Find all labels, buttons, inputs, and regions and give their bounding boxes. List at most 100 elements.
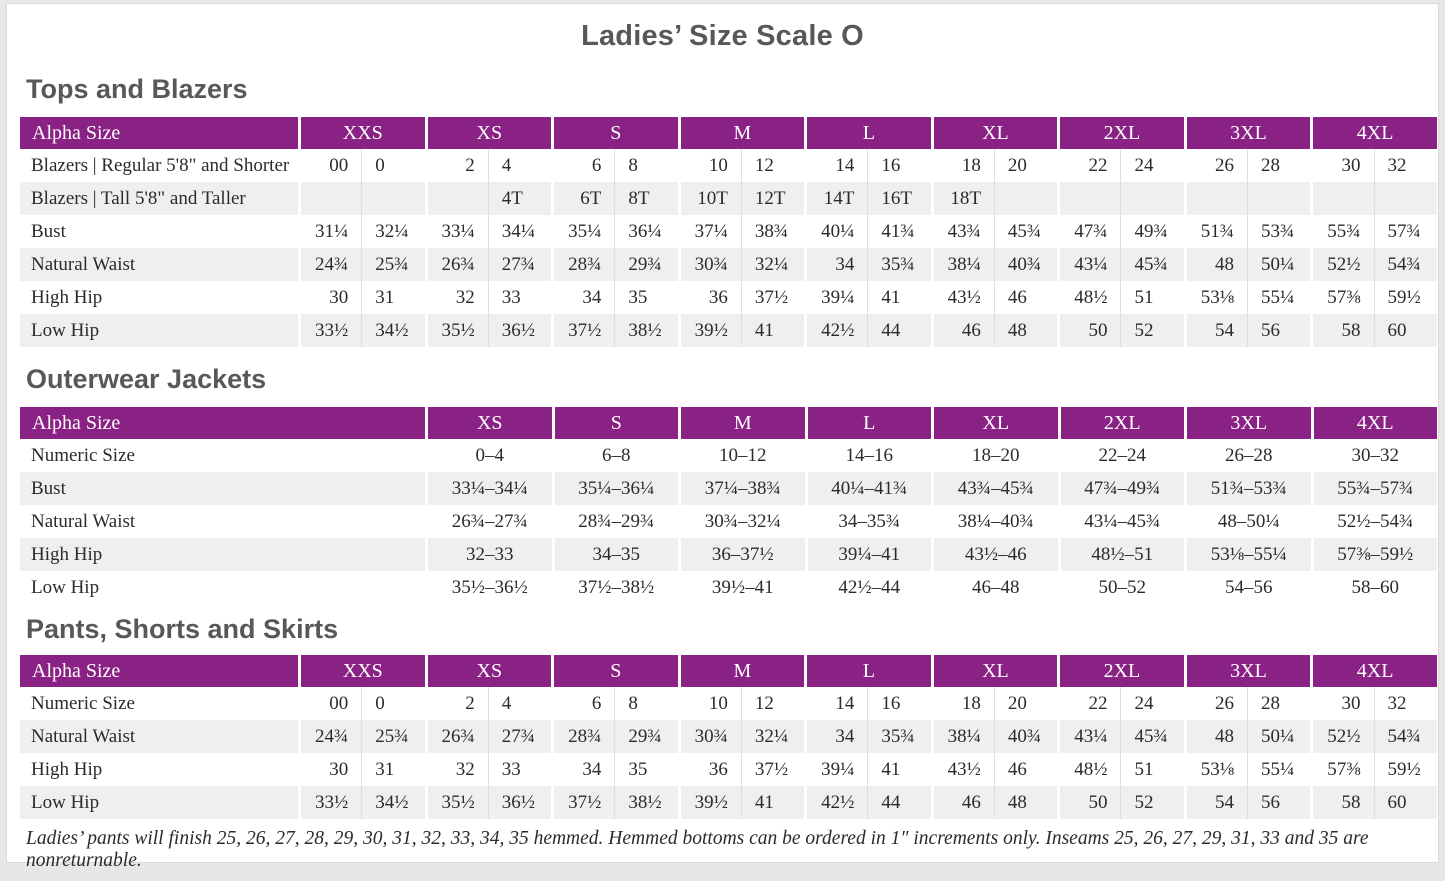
- size-value: 38¼–40¾: [931, 505, 1058, 538]
- alpha-size-header: Alpha Size: [20, 407, 425, 439]
- size-value: 30: [1310, 149, 1373, 182]
- size-value: 30¾–32¼: [678, 505, 805, 538]
- size-value: 50¼: [1246, 248, 1311, 281]
- size-value: 27¾: [487, 720, 552, 753]
- size-value: 53⅛: [1183, 281, 1247, 314]
- size-value: 58–60: [1310, 571, 1438, 604]
- size-value: 50¼: [1246, 720, 1311, 753]
- row-label: Bust: [31, 220, 66, 242]
- size-value: 34: [804, 720, 868, 753]
- size-value: 22: [1057, 149, 1120, 182]
- size-value: 12: [740, 687, 804, 720]
- size-value: 39¼: [804, 753, 867, 786]
- size-table: Alpha Size XXS XS S M L XL 2XL 3XL 4XL Blazers | R…: [20, 117, 1437, 347]
- size-value: 24¾: [298, 720, 362, 753]
- size-value: 40¾: [993, 720, 1058, 753]
- size-value: 8: [614, 149, 677, 182]
- size-value: 14T: [804, 182, 868, 215]
- table-row: Natural Waist 24¾ 25¾ 26¾ 27¾ 28¾ 29¾ 30¾ 32¼ 34 3…: [20, 720, 1437, 753]
- size-value: 59½: [1373, 753, 1437, 786]
- size-value: 00: [298, 149, 361, 182]
- size-value: 54: [1183, 314, 1247, 347]
- size-value: 43¼–45¾: [1057, 505, 1185, 538]
- size-value: 2: [424, 687, 488, 720]
- size-value: 55¼: [1246, 753, 1310, 786]
- column-header-4xl: 4XL: [1310, 655, 1437, 687]
- size-value: 10: [677, 687, 741, 720]
- footnote: Ladies’ pants will finish 25, 26, 27, 28…: [26, 828, 1369, 871]
- size-value: 53⅛–55¼: [1184, 538, 1311, 571]
- size-value: [1310, 182, 1374, 215]
- size-value: 20: [993, 687, 1057, 720]
- size-value: [1120, 182, 1184, 215]
- column-header-3xl: 3XL: [1183, 117, 1311, 149]
- size-value: 30: [298, 753, 361, 786]
- row-label: Natural Waist: [31, 510, 136, 532]
- size-value: 45¾: [1120, 248, 1184, 281]
- size-value: 30¾: [677, 720, 741, 753]
- size-value: 8T: [614, 182, 678, 215]
- section-title-tops-and-blazers: Tops and Blazers: [26, 74, 248, 104]
- row-label: Blazers | Tall 5'8" and Taller: [20, 182, 298, 215]
- size-value: 25¾: [361, 248, 425, 281]
- row-label: Low Hip: [31, 576, 100, 598]
- table-row: Natural Waist 24¾ 25¾ 26¾ 27¾ 28¾ 29¾ 30¾ 32¼ 34 3…: [20, 248, 1437, 281]
- size-value: 33: [487, 281, 551, 314]
- size-value: 33¼: [424, 215, 488, 248]
- size-value: 35: [614, 753, 677, 786]
- size-value: 52½–54¾: [1310, 505, 1438, 538]
- size-value: 58: [1310, 314, 1374, 347]
- size-value: 33½: [298, 786, 362, 819]
- size-value: 46: [993, 281, 1057, 314]
- tops-and-blazers-table-container: Alpha Size XXS XS S M L XL 2XL 3XL 4XL Blazers | R…: [13, 117, 1437, 347]
- size-value: 10: [677, 149, 741, 182]
- size-value: 31: [361, 281, 424, 314]
- size-value: 42½: [804, 786, 868, 819]
- size-value: 60: [1373, 786, 1437, 819]
- size-value: [993, 182, 1058, 215]
- size-value: 32–33: [425, 538, 552, 571]
- size-value: 41: [740, 786, 805, 819]
- size-value: 0: [361, 149, 424, 182]
- size-value: 39¼: [804, 281, 867, 314]
- size-value: 26–28: [1184, 439, 1311, 472]
- size-value: 2: [424, 149, 488, 182]
- size-value: 33: [487, 753, 551, 786]
- column-header-l: L: [804, 407, 931, 439]
- row-label: Numeric Size: [31, 692, 135, 714]
- document-page: Ladies’ Size Scale O Tops and Blazers Al…: [6, 3, 1439, 871]
- row-label: Numeric Size: [31, 444, 135, 466]
- size-value: 39¼–41: [804, 538, 931, 571]
- size-value: 45¾: [993, 215, 1057, 248]
- size-value: 8: [614, 687, 677, 720]
- size-value: 24: [1120, 687, 1183, 720]
- size-value: 59½: [1373, 281, 1437, 314]
- size-value: 30¾: [677, 248, 741, 281]
- size-value: 52½: [1310, 720, 1374, 753]
- size-value: 46: [930, 314, 994, 347]
- size-value: 37½: [551, 786, 615, 819]
- size-value: 57⅜: [1310, 281, 1373, 314]
- size-value: 18–20: [931, 439, 1058, 472]
- size-value: 35½: [424, 314, 488, 347]
- size-value: 37¼–38¾: [678, 472, 805, 505]
- size-value: 30: [298, 281, 361, 314]
- size-value: 36: [677, 281, 741, 314]
- row-label: High Hip: [20, 538, 425, 571]
- size-value: 26: [1183, 149, 1247, 182]
- table-row: High Hip 32–33 34–35 36–37½ 39¼–41 43½–46 48½–…: [20, 538, 1437, 571]
- size-value: [1057, 182, 1121, 215]
- size-value: 41: [867, 281, 930, 314]
- size-value: [298, 182, 362, 215]
- size-value: 52: [1120, 786, 1184, 819]
- size-value: 52: [1120, 314, 1184, 347]
- column-header-4xl: 4XL: [1310, 117, 1437, 149]
- size-value: 48½–51: [1057, 538, 1184, 571]
- size-value: 26: [1183, 687, 1247, 720]
- size-value: 51: [1120, 281, 1183, 314]
- size-value: 29¾: [614, 720, 678, 753]
- size-value: [1183, 182, 1247, 215]
- header-row: Alpha Size XXS XS S M L XL 2XL 3XL 4XL: [20, 117, 1437, 149]
- size-value: 28: [1246, 687, 1310, 720]
- alpha-size-header: Alpha Size: [20, 117, 298, 149]
